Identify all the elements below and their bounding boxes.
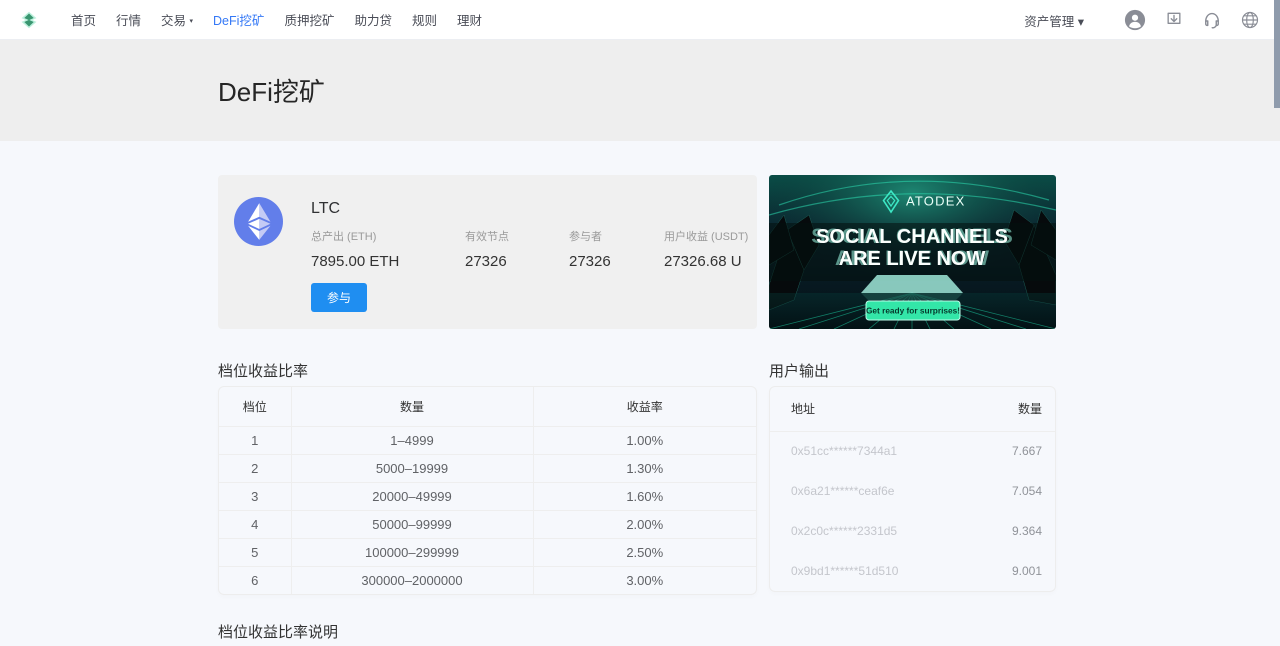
svg-text:ATODEX: ATODEX [906,194,965,209]
svg-text:SOCIAL CHANNELS: SOCIAL CHANNELS [816,226,1008,248]
svg-text:ARE LIVE NOW: ARE LIVE NOW [839,248,986,270]
svg-text:Get ready for surprises!: Get ready for surprises! [866,306,960,316]
